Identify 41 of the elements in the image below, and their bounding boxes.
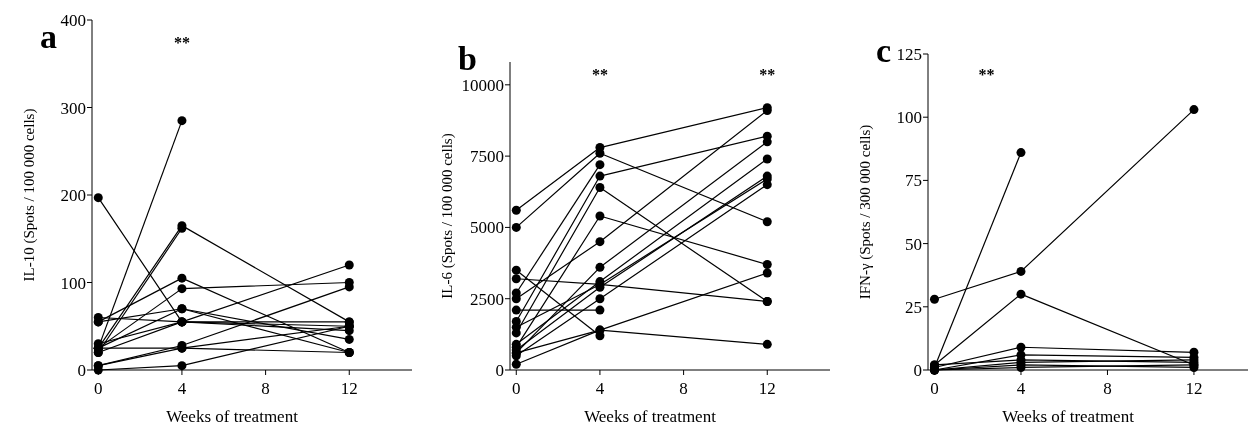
y-tick-label: 400 [60,11,86,30]
annotation: ** [173,34,190,51]
y-tick-label: 100 [896,108,922,128]
x-tick-label: 8 [1103,379,1112,398]
y-axis-title: IL-6 (Spots / 100 000 cells) [439,133,456,299]
annotation: ** [591,66,608,83]
annotation: ** [759,66,776,83]
x-tick-label: 12 [758,379,776,398]
x-tick-label: 0 [94,379,103,398]
x-tick-label: 12 [1185,379,1203,398]
x-tick-label: 0 [930,379,939,398]
y-tick-label: 0 [77,361,86,380]
y-tick-label: 10000 [461,75,504,95]
y-tick-label: 125 [896,45,922,64]
chart-title: b [458,40,477,77]
x-tick-label: 4 [595,379,605,398]
y-axis-title: IFN-γ (Spots / 300 000 cells) [857,124,874,300]
y-tick-label: 2500 [470,289,504,309]
y-tick-label: 300 [60,98,86,118]
y-tick-label: 200 [60,186,86,205]
y-tick-label: 25 [905,297,922,317]
annotation: ** [978,66,995,83]
x-tick-label: 4 [177,379,187,398]
x-axis-title: Weeks of treatment [1002,407,1135,426]
x-tick-label: 4 [1016,379,1026,398]
y-tick-label: 75 [905,171,922,191]
chart-title: a [40,18,57,55]
y-tick-label: 0 [913,361,922,380]
chart-title: c [876,32,892,69]
x-tick-label: 12 [340,379,358,398]
x-tick-label: 0 [512,379,521,398]
x-tick-label: 8 [261,379,270,398]
y-axis-title: IL-10 (Spots / 100 000 cells) [21,108,38,282]
y-tick-label: 100 [60,273,86,293]
y-tick-label: 50 [905,234,922,254]
y-tick-label: 7500 [470,147,504,167]
x-axis-title: Weeks of treatment [166,407,299,426]
y-tick-label: 0 [495,361,504,380]
x-tick-label: 8 [679,379,688,398]
y-tick-label: 5000 [470,218,504,238]
x-axis-title: Weeks of treatment [584,407,717,426]
